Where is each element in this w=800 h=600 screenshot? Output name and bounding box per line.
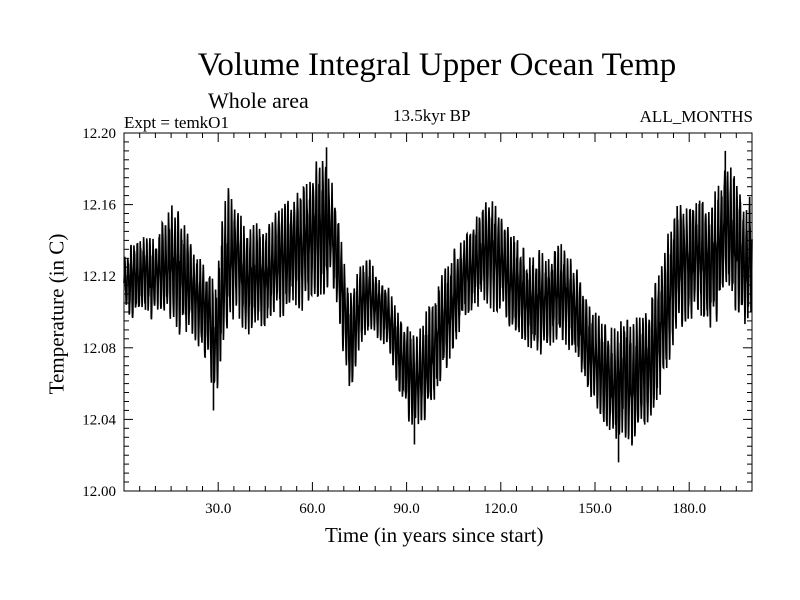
experiment-label: Expt = temkO1 <box>124 113 229 132</box>
y-tick-label: 12.16 <box>82 198 116 214</box>
y-tick-label: 12.12 <box>82 269 116 285</box>
y-tick-label: 12.08 <box>82 341 116 357</box>
x-tick-label: 30.0 <box>205 501 231 517</box>
y-tick-label: 12.00 <box>82 484 116 500</box>
period-label: 13.5kyr BP <box>393 106 471 125</box>
months-label: ALL_MONTHS <box>639 107 753 126</box>
chart-title: Volume Integral Upper Ocean Temp <box>197 47 677 83</box>
x-tick-label: 150.0 <box>578 501 612 517</box>
temperature-series-line <box>123 160 753 446</box>
chart-subtitle: Whole area <box>208 88 309 113</box>
x-axis-label: Time (in years since start) <box>325 523 544 547</box>
x-tick-label: 60.0 <box>299 501 325 517</box>
y-tick-label: 12.04 <box>82 412 116 428</box>
x-tick-label: 180.0 <box>672 501 706 517</box>
y-tick-label: 12.20 <box>82 126 116 142</box>
x-tick-label: 120.0 <box>484 501 518 517</box>
x-tick-label: 90.0 <box>393 501 419 517</box>
